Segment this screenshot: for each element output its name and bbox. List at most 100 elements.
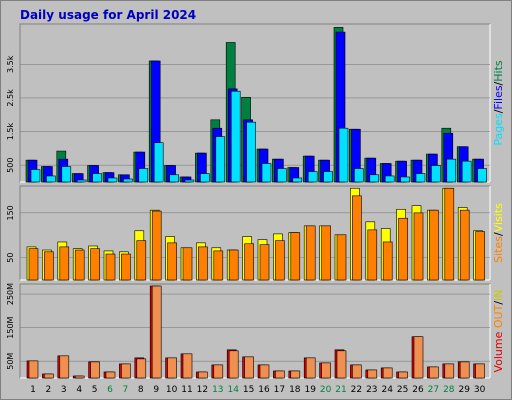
bar [30,169,41,183]
bar [46,175,56,183]
legend-separator: / [492,301,505,305]
bar [336,234,347,281]
x-tick-label: 25 [397,385,408,395]
y-tick-label: 50M [6,353,15,370]
bar [182,247,193,281]
legend-separator: / [492,232,505,236]
bar [182,353,193,379]
x-tick-label: 11 [181,385,192,395]
bar [59,355,70,379]
bar [336,350,347,379]
bar [413,212,424,281]
bar [338,127,349,183]
bar [228,350,239,379]
x-tick-label: 10 [166,385,178,395]
x-tick-label: 16 [258,385,270,395]
legend: Volume OUT/IN [492,289,505,372]
bar [275,370,285,379]
x-tick-label: 9 [153,385,159,395]
legend-entry: OUT [492,304,505,328]
legend-entry: IN [492,289,505,300]
bar [90,248,100,281]
bar [246,121,256,183]
y-tick-label: 150M [6,316,15,338]
bar [198,246,208,281]
bar [413,336,424,379]
x-tick-label: 20 [320,385,332,395]
x-tick-label: 18 [289,385,301,395]
bar [307,171,318,183]
bar [475,363,485,379]
bar [352,195,362,281]
bar [477,168,487,183]
bar [382,241,393,281]
bar [121,253,131,281]
bar [431,165,441,183]
x-tick-label: 1 [30,385,36,395]
bar [215,136,226,183]
bar [198,371,208,379]
bar [367,229,378,281]
y-tick-label: 3.5k [6,55,15,73]
bar [59,246,70,281]
bar [121,363,131,379]
x-tick-label: 30 [474,385,486,395]
x-tick-label: 28 [443,385,455,395]
bar [305,357,316,379]
x-tick-label: 17 [274,385,285,395]
bar [321,362,331,379]
x-tick-label: 5 [92,385,98,395]
y-tick-label: 50 [6,253,15,263]
bar [169,174,179,183]
bar [461,160,472,183]
x-tick-label: 7 [123,385,129,395]
y-tick-label: 150 [6,205,15,220]
bar [369,174,380,183]
bar [90,361,100,379]
bar [429,366,439,379]
bar [352,364,362,379]
bar [230,90,241,183]
bar [367,369,378,379]
bar [277,168,287,183]
x-tick-label: 6 [107,385,113,395]
bar [400,176,410,183]
bar [444,187,455,281]
bar [44,251,54,281]
chart-title: Daily usage for April 2024 [20,8,196,22]
bar [382,367,393,379]
x-tick-label: 22 [351,385,362,395]
bar [290,232,301,281]
x-tick-label: 12 [197,385,208,395]
x-tick-label: 24 [381,385,393,395]
bar [105,371,116,379]
bar [475,231,485,281]
bar [200,173,210,183]
bar [107,177,118,183]
x-tick-label: 19 [304,385,316,395]
legend-entry: Files [492,85,505,109]
bar [446,158,457,183]
bar [292,177,303,183]
x-tick-label: 23 [366,385,377,395]
bar [384,175,395,183]
bar [290,370,301,379]
bar [44,373,54,379]
x-tick-label: 2 [46,385,52,395]
bar [444,363,455,379]
bar [415,173,426,183]
legend-entry: Sites [492,236,505,263]
bar [92,173,102,183]
y-tick-label: 1.5k [6,123,15,141]
bar [398,217,408,281]
bar [244,243,254,281]
x-tick-label: 29 [458,385,470,395]
x-tick-label: 8 [138,385,144,395]
x-tick-label: 15 [243,385,254,395]
bar [167,242,177,281]
bar [459,209,470,281]
bar [167,357,177,379]
bar [61,166,72,183]
bar [74,249,85,281]
